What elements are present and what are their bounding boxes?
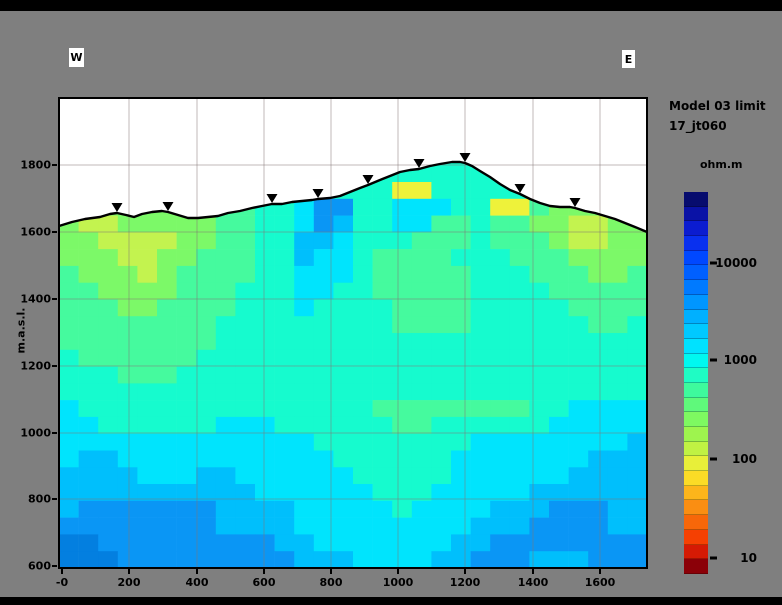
east-direction-label: E <box>622 50 635 68</box>
colorbar-tick-label: 1000 <box>723 353 757 368</box>
x-axis-tick-label: -0 <box>55 576 69 589</box>
colorbar-segment <box>684 309 708 325</box>
colorbar-segment <box>684 221 708 237</box>
colorbar-segment <box>684 280 708 295</box>
x-axis-tick-label: 400 <box>185 576 209 589</box>
colorbar-segment <box>684 206 708 222</box>
colorbar-segment <box>684 544 708 560</box>
colorbar-segment <box>684 427 708 442</box>
colorbar-segment <box>684 471 708 486</box>
plot-frame <box>58 97 648 569</box>
y-axis-tick-label: 1800 <box>20 158 51 172</box>
x-axis-tick-label: 800 <box>319 576 343 589</box>
y-axis-tick-label: 1200 <box>20 359 51 373</box>
terrain-line <box>58 160 648 234</box>
y-axis-tick-label: 1400 <box>20 292 51 306</box>
colorbar-tick-mark <box>710 261 717 265</box>
x-axis-tick-label: 1400 <box>517 576 549 589</box>
legend-line-2: 17_jt060 <box>669 119 727 133</box>
colorbar-segment <box>684 250 708 266</box>
colorbar-segment <box>684 353 708 369</box>
colorbar-segment <box>684 412 708 427</box>
colorbar-segment <box>684 368 708 383</box>
colorbar-segment <box>684 456 708 472</box>
colorbar-segment <box>684 236 708 251</box>
colorbar-segment <box>684 559 708 574</box>
resistivity-colorbar: 10000 1000 100 10 <box>684 192 757 574</box>
legend-line-1: Model 03 limit <box>669 99 766 113</box>
colorbar-unit-label: ohm.m <box>700 158 743 171</box>
x-axis-tick-label: 1600 <box>584 576 616 589</box>
colorbar-tick-label: 10000 <box>715 256 757 271</box>
y-axis-tick-label: 600 <box>28 559 51 573</box>
colorbar-segment <box>684 485 708 501</box>
x-axis-tick-label: 1200 <box>449 576 481 589</box>
colorbar-tick-label: 10 <box>740 550 757 565</box>
colorbar-segment <box>684 192 708 207</box>
x-axis-tick-label: 600 <box>252 576 276 589</box>
colorbar-segment <box>684 397 708 413</box>
colorbar-segment <box>684 529 708 545</box>
colorbar-tick-mark <box>710 358 717 362</box>
colorbar-segment <box>684 382 708 398</box>
grid-lines <box>59 98 647 568</box>
axis-tick-marks <box>52 164 601 574</box>
x-axis-tick-label: 1000 <box>382 576 414 589</box>
y-axis-tick-label: 1600 <box>20 225 51 239</box>
colorbar-segment <box>684 338 708 354</box>
station-markers <box>111 153 581 212</box>
y-axis-tick-label: 800 <box>28 492 51 506</box>
colorbar-tick-mark <box>710 556 717 560</box>
colorbar-tick-label: 100 <box>731 452 757 467</box>
colorbar-tick-mark <box>710 457 717 461</box>
x-axis-tick-label: 200 <box>117 576 141 589</box>
bottom-strip <box>63 597 655 605</box>
model-legend: Model 03 limit 17_jt060 <box>669 96 766 136</box>
colorbar-segment <box>684 265 708 281</box>
west-direction-label: W <box>69 48 84 67</box>
colorbar-segment <box>684 500 708 516</box>
y-axis-tick-label: 1000 <box>20 426 51 440</box>
y-axis-title: m.a.s.l. <box>14 307 28 354</box>
colorbar-segment <box>684 294 708 310</box>
colorbar-segment <box>684 515 708 530</box>
colorbar-segment <box>684 324 708 339</box>
colorbar-segment <box>684 441 708 457</box>
